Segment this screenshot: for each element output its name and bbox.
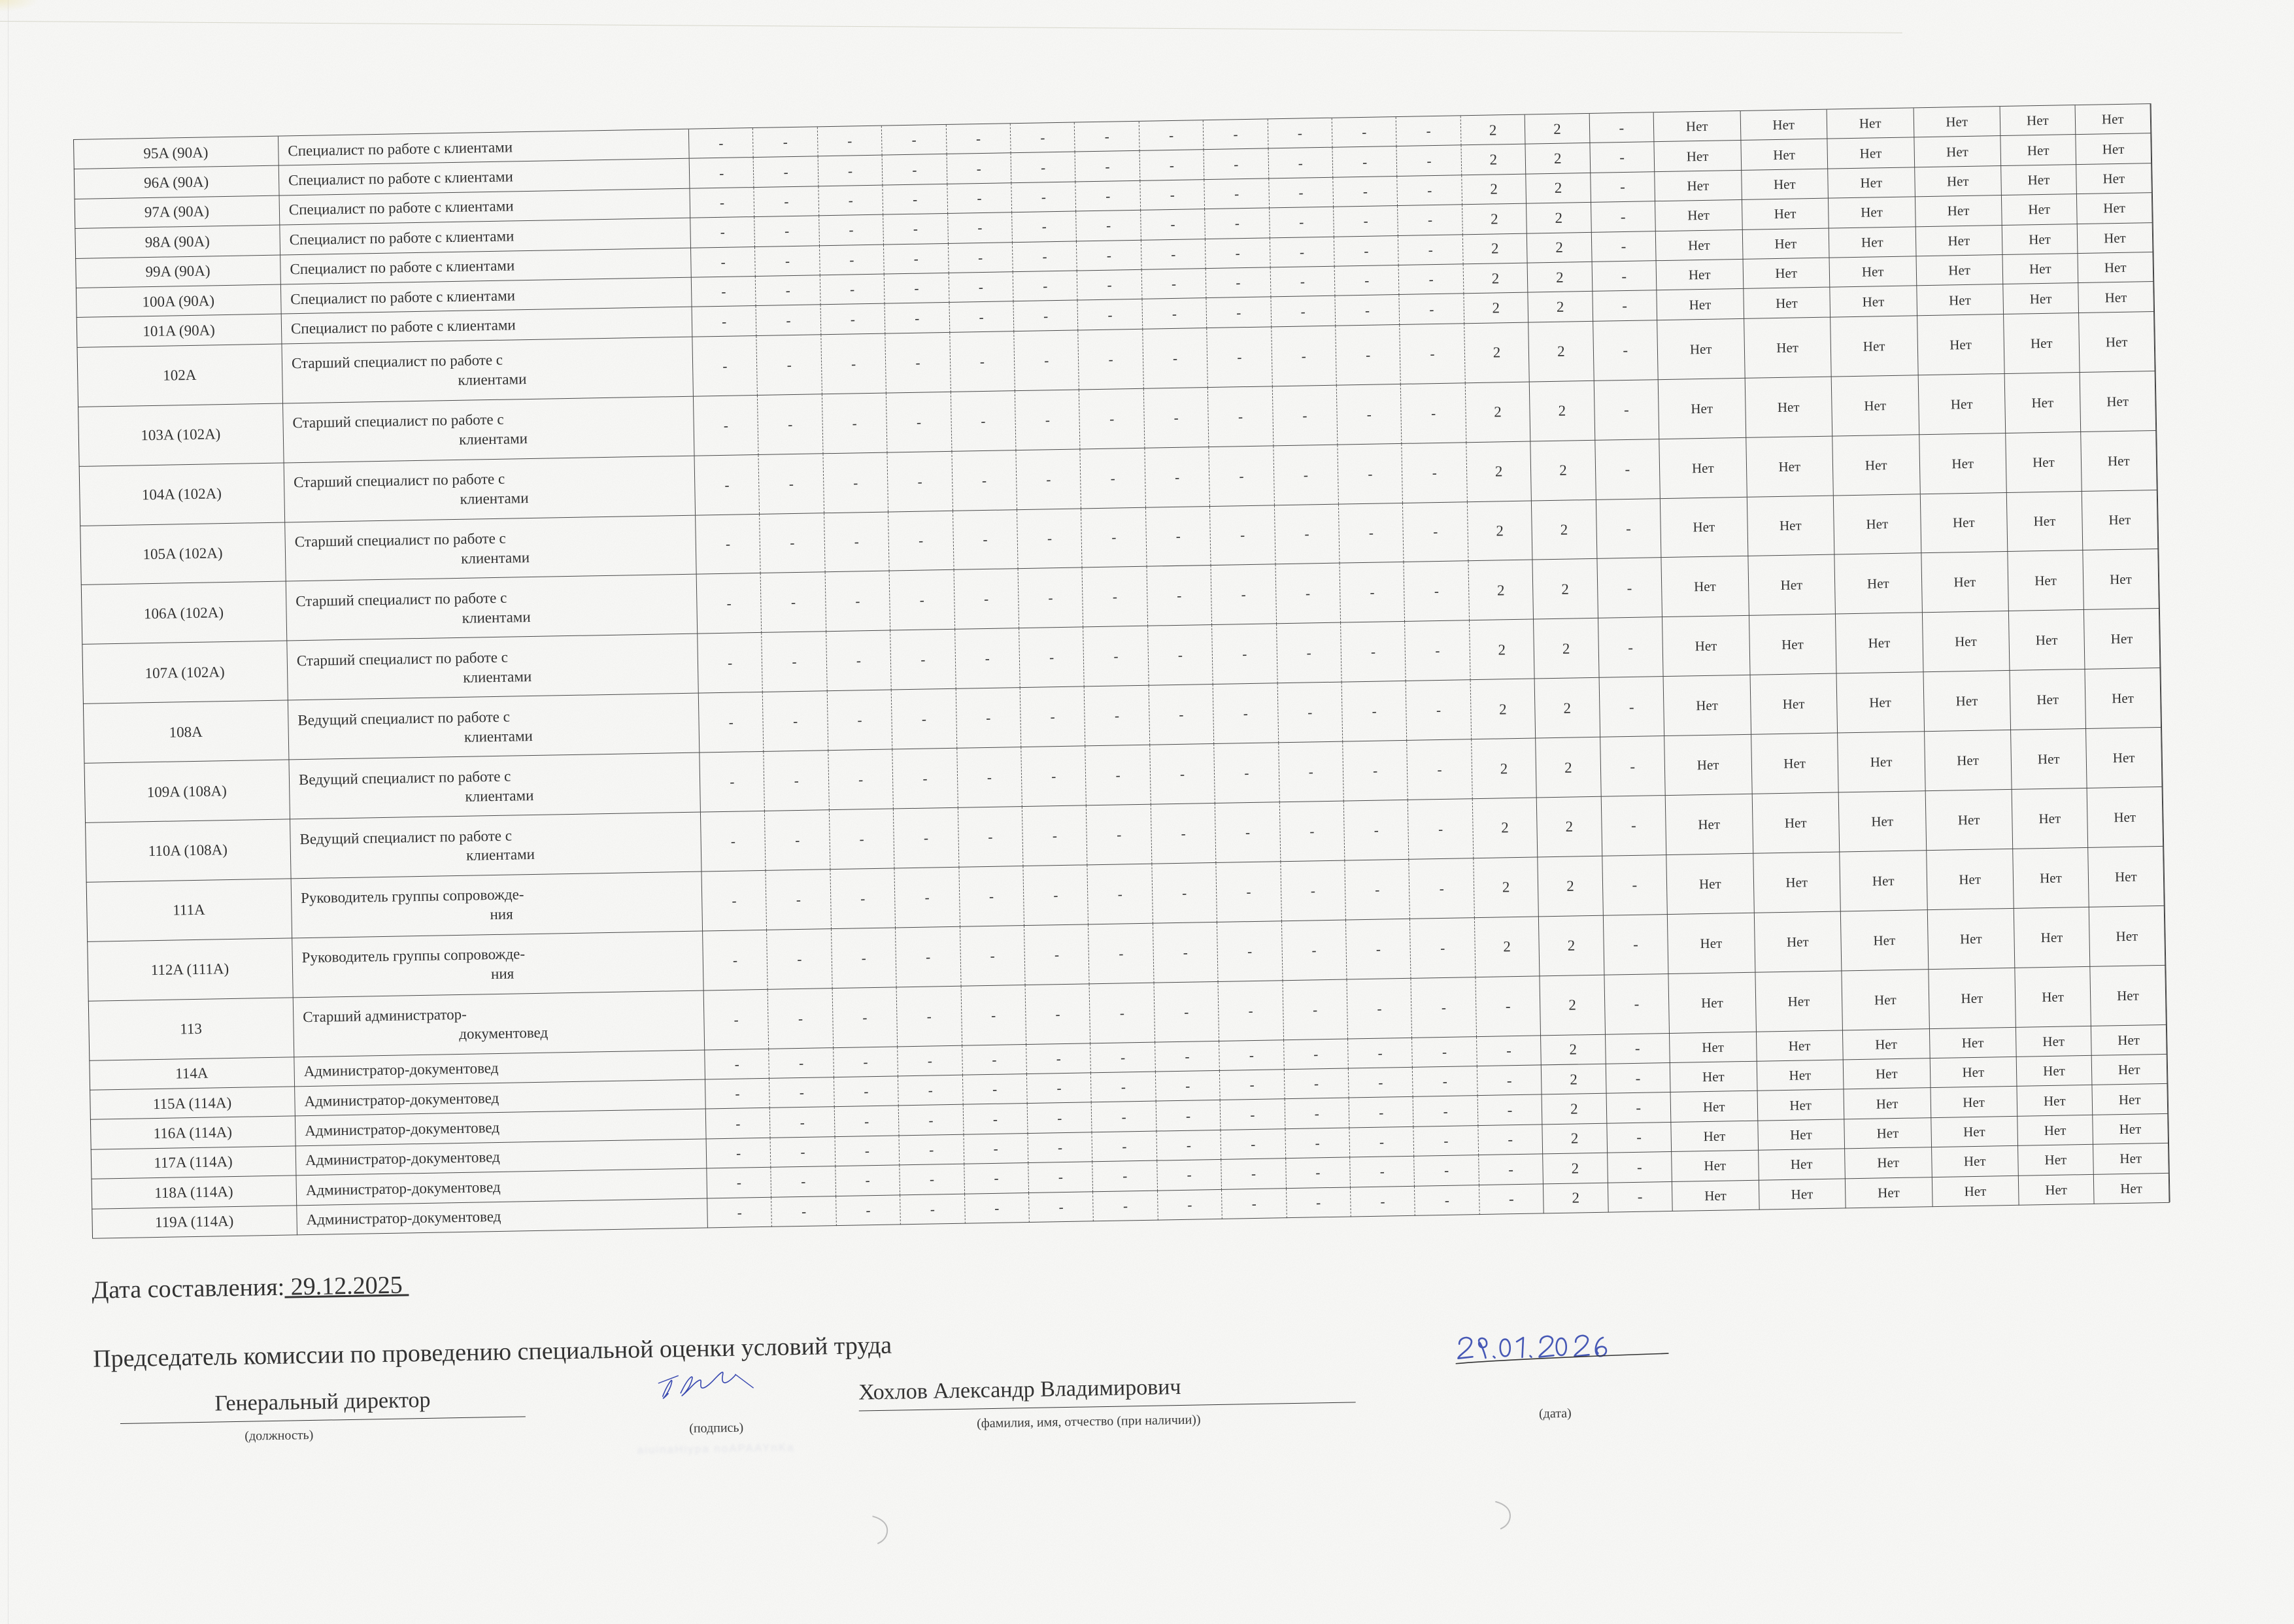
svg-text:aiuinaHiypa noAPAAYnKa: aiuinaHiypa noAPAAYnKa: [637, 1441, 795, 1456]
